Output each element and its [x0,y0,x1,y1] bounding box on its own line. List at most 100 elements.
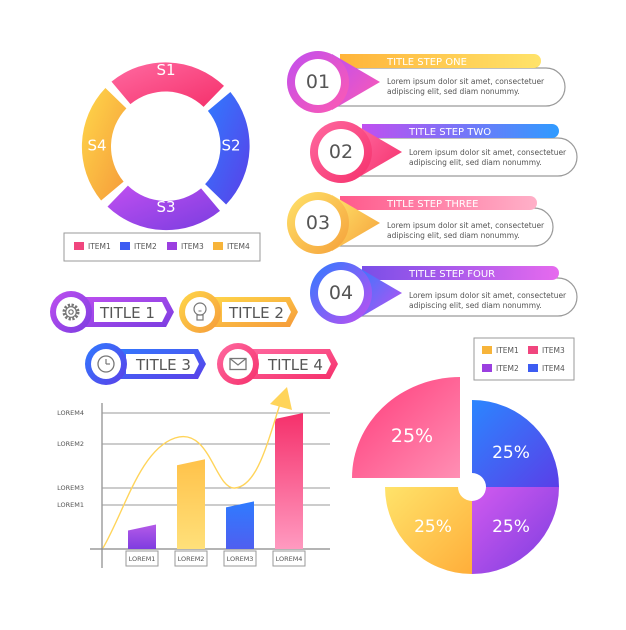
ring-inner-track [115,95,217,197]
clock-icon [97,355,115,373]
pie-slice-orange [385,487,472,574]
pie-slice-pink [352,377,460,478]
chart-bar-lorem3 [226,501,254,549]
pie-slice-blue-label: 25% [492,443,530,463]
chart-y-tick-label: LOREM1 [57,501,84,509]
ring-label-s3: S3 [156,198,175,216]
trend-arrow-head [270,387,292,410]
title-tag-4-label: TITLE 4 [267,356,323,374]
step-04-text-line1: Lorem ipsum dolor sit amet, consectetuer [409,291,567,300]
chart-bar-lorem2 [177,459,205,549]
chart-x-tick-label: LOREM4 [276,555,303,563]
step-04: TITLE STEP FOUR Lorem ipsum dolor sit am… [310,262,578,324]
step-02: TITLE STEP TWO Lorem ipsum dolor sit ame… [310,121,578,183]
ring-segment-s1 [111,62,224,107]
step-02-title: TITLE STEP TWO [408,127,491,138]
chart-y-tick-label: LOREM3 [57,484,84,492]
pie-slice-purple [472,487,559,574]
step-02-badge [318,129,364,175]
ring-legend-item4: ITEM4 [227,242,250,251]
step-03-text-line1: Lorem ipsum dolor sit amet, consectetuer [387,221,545,230]
step-01-number: 01 [306,71,330,93]
ring-segment-s3 [107,185,220,231]
pie-legend-swatch-item1 [482,346,492,354]
step-03-title: TITLE STEP THREE [386,199,478,210]
step-04-title: TITLE STEP FOUR [408,269,495,280]
trend-curve [102,397,283,549]
title-tag-2: TITLE 2 [179,291,298,333]
step-01-text-line1: Lorem ipsum dolor sit amet, consectetuer [387,77,545,86]
ring-label-s1: S1 [156,61,175,79]
pie-legend-swatch-item2 [482,364,492,372]
ring-legend-item2: ITEM2 [134,242,157,251]
chart-x-tick-label: LOREM2 [178,555,205,563]
chart-x-label-box [223,550,257,567]
pie-legend-item3: ITEM3 [542,346,565,355]
chart-bar-lorem1 [128,524,156,549]
pie-slice-pink-label: 25% [391,425,433,447]
title-tag-1: TITLE 1 [50,291,174,333]
bar-chart: LOREM4 LOREM2 LOREM3 LOREM1 LOREM1 LOREM2 LOR… [57,387,330,568]
step-03-number: 03 [306,212,330,234]
pie-slice-orange-label: 25% [414,517,452,537]
ring-legend-item1: ITEM1 [88,242,111,251]
ring-segment-s4 [81,88,127,201]
ring-label-s2: S2 [221,137,240,155]
pie-chart: 25% 25% 25% 25% [352,377,559,574]
pie-slice-purple-label: 25% [492,517,530,537]
step-03-card [318,207,554,247]
lightbulb-icon [193,302,207,321]
title-tag-2-label: TITLE 2 [228,304,284,322]
chart-y-tick-label: LOREM4 [57,409,84,417]
title-tag-4: TITLE 4 [217,343,338,385]
pie-legend-item2: ITEM2 [496,364,519,373]
pie-legend-swatch-item3 [528,346,538,354]
pie-legend-swatch-item4 [528,364,538,372]
step-02-ribbon [362,124,559,138]
step-02-text-line1: Lorem ipsum dolor sit amet, consectetuer [409,148,567,157]
chart-x-labels: LOREM1 LOREM2 LOREM3 LOREM4 [125,550,306,567]
ring-legend-swatch-item4 [213,242,223,250]
ring-legend-swatch-item2 [120,242,130,250]
step-01-card [318,67,566,107]
chart-x-label-box [272,550,306,567]
step-04-badge [318,270,364,316]
step-02-text-line2: adipiscing elit, sed diam nonummy. [409,158,542,167]
step-04-number: 04 [329,282,353,304]
envelope-icon [229,357,247,371]
step-01-title: TITLE STEP ONE [386,57,467,68]
title-tag-1-label: TITLE 1 [99,304,155,322]
chart-y-tick-label: LOREM2 [57,440,84,448]
step-04-text-line2: adipiscing elit, sed diam nonummy. [409,301,542,310]
ring-legend-swatch-item3 [167,242,177,250]
step-03: TITLE STEP THREE Lorem ipsum dolor sit a… [287,192,554,254]
ring-legend-swatch-item1 [74,242,84,250]
step-03-ribbon [340,196,537,210]
pie-legend-item4: ITEM4 [542,364,565,373]
ring-legend: ITEM1 ITEM2 ITEM3 ITEM4 [63,232,261,262]
step-04-ribbon [362,266,559,280]
pie-slice-blue [472,400,559,487]
ring-legend-item3: ITEM3 [181,242,204,251]
step-02-card [342,137,578,177]
gear-icon [62,303,80,321]
step-01-text-line2: adipiscing elit, sed diam nonummy. [387,87,520,96]
pie-legend-item1: ITEM1 [496,346,519,355]
ring-label-s4: S4 [87,137,106,155]
step-03-badge [295,200,341,246]
pie-legend: ITEM1 ITEM3 ITEM2 ITEM4 [473,337,575,381]
chart-x-label-box [125,550,159,567]
step-01: TITLE STEP ONE Lorem ipsum dolor sit ame… [287,51,566,113]
ring-segment-s2 [205,92,250,205]
title-tag-3-label: TITLE 3 [135,356,191,374]
step-02-number: 02 [329,141,353,163]
step-01-badge [295,59,341,105]
title-tag-3: TITLE 3 [85,343,206,385]
chart-bar-lorem4 [275,413,303,549]
chart-bars [128,413,303,549]
chart-x-tick-label: LOREM1 [129,555,156,563]
step-03-text-line2: adipiscing elit, sed diam nonummy. [387,231,520,240]
step-01-ribbon [340,54,541,68]
segmented-ring: S1 S2 S3 S4 [81,61,250,231]
